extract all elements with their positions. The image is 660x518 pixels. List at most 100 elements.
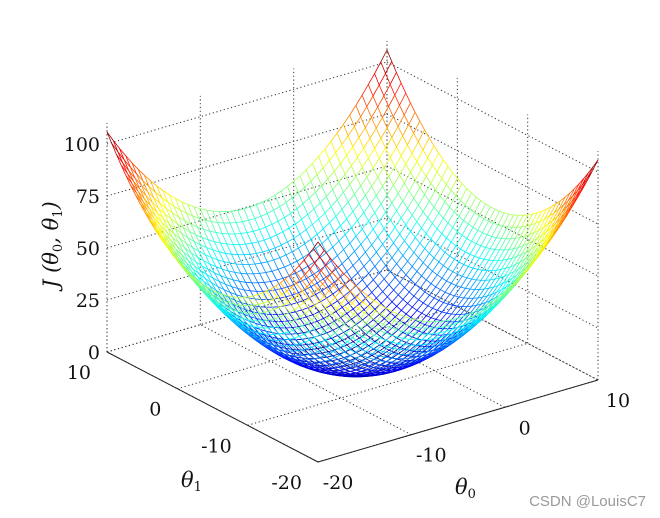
mesh-line bbox=[417, 319, 424, 322]
mesh-line bbox=[401, 349, 407, 355]
mesh-line bbox=[384, 318, 390, 324]
mesh-line bbox=[494, 238, 502, 250]
mesh-line bbox=[316, 342, 322, 346]
mesh-line bbox=[415, 275, 422, 285]
mesh-line bbox=[273, 348, 281, 354]
mesh-line bbox=[307, 304, 315, 309]
mesh-line bbox=[371, 285, 379, 293]
mesh-line bbox=[189, 256, 197, 263]
mesh-line bbox=[413, 322, 421, 330]
mesh-line bbox=[162, 218, 169, 229]
y-tick-label: -20 bbox=[271, 472, 302, 494]
mesh-line bbox=[223, 261, 231, 264]
mesh-line bbox=[212, 249, 218, 260]
mesh-line bbox=[200, 282, 208, 292]
mesh-line bbox=[285, 294, 293, 298]
mesh-line bbox=[400, 82, 407, 94]
mesh-line bbox=[434, 332, 440, 339]
mesh-line bbox=[421, 266, 429, 277]
mesh-line bbox=[291, 197, 298, 209]
mesh-line bbox=[438, 342, 445, 348]
mesh-line bbox=[260, 216, 267, 228]
mesh-line bbox=[256, 291, 262, 300]
mesh-line bbox=[350, 165, 357, 177]
mesh-line bbox=[361, 327, 368, 333]
mesh-line bbox=[259, 226, 266, 230]
mesh-line bbox=[474, 311, 482, 316]
mesh-line bbox=[303, 298, 309, 304]
mesh-line bbox=[322, 321, 329, 328]
mesh-line bbox=[446, 237, 452, 243]
mesh-line bbox=[499, 286, 507, 296]
mesh-line bbox=[429, 243, 436, 254]
mesh-line bbox=[557, 204, 564, 217]
mesh-line bbox=[325, 336, 331, 341]
mesh-line bbox=[371, 117, 377, 129]
mesh-line bbox=[294, 265, 300, 271]
mesh-line bbox=[243, 254, 250, 265]
mesh-line bbox=[428, 338, 435, 340]
mesh-line bbox=[303, 334, 311, 341]
mesh-line bbox=[436, 265, 444, 276]
mesh-line bbox=[385, 307, 391, 313]
mesh-line bbox=[248, 220, 254, 232]
mesh-line bbox=[391, 301, 397, 307]
mesh-line bbox=[399, 174, 405, 184]
mesh-line bbox=[219, 251, 226, 254]
mesh-line bbox=[207, 269, 214, 279]
mesh-line bbox=[308, 293, 314, 299]
mesh-line bbox=[512, 256, 517, 259]
mesh-line bbox=[354, 126, 360, 138]
mesh-line bbox=[511, 247, 519, 259]
mesh-line bbox=[380, 127, 388, 139]
mesh-line bbox=[270, 285, 277, 290]
mesh-line bbox=[343, 328, 351, 333]
mesh-line bbox=[234, 319, 242, 327]
mesh-line bbox=[339, 369, 345, 372]
mesh-line bbox=[364, 344, 371, 348]
mesh-line bbox=[425, 164, 433, 177]
mesh-line bbox=[381, 314, 389, 319]
mesh-line bbox=[167, 227, 173, 238]
mesh-line bbox=[198, 251, 204, 261]
mesh-line bbox=[315, 352, 323, 355]
mesh-line bbox=[350, 351, 356, 356]
mesh-line bbox=[395, 345, 401, 348]
mesh-line bbox=[229, 262, 236, 273]
mesh-line bbox=[465, 323, 473, 328]
mesh-line bbox=[308, 248, 314, 255]
mesh-line bbox=[456, 320, 463, 324]
mesh-line bbox=[387, 311, 394, 319]
mesh-line bbox=[128, 170, 136, 179]
mesh-line bbox=[254, 262, 262, 265]
grid-line bbox=[200, 324, 412, 436]
mesh-line bbox=[488, 220, 494, 224]
mesh-line bbox=[312, 241, 319, 249]
mesh-line bbox=[285, 202, 291, 214]
mesh-line bbox=[504, 212, 510, 215]
mesh-line bbox=[403, 114, 410, 125]
mesh-line bbox=[359, 298, 366, 305]
mesh-line bbox=[386, 184, 394, 196]
mesh-line bbox=[460, 277, 468, 288]
mesh-line bbox=[291, 251, 298, 262]
mesh-line bbox=[485, 247, 491, 250]
mesh-line bbox=[358, 195, 366, 204]
mesh-line bbox=[508, 264, 516, 275]
mesh-line bbox=[443, 325, 451, 328]
mesh-line bbox=[343, 192, 349, 203]
mesh-line bbox=[339, 354, 346, 359]
mesh-line bbox=[483, 279, 491, 290]
mesh-line bbox=[404, 316, 412, 320]
mesh-line bbox=[342, 362, 348, 366]
mesh-line bbox=[446, 227, 454, 239]
mesh-line bbox=[355, 351, 362, 356]
mesh-line bbox=[316, 315, 323, 323]
mesh-line bbox=[290, 213, 296, 225]
mesh-line bbox=[402, 190, 410, 202]
mesh-line bbox=[391, 329, 399, 336]
mesh-line bbox=[515, 261, 521, 265]
mesh-line bbox=[467, 311, 474, 316]
mesh-line bbox=[318, 156, 324, 169]
mesh-line bbox=[165, 231, 173, 238]
